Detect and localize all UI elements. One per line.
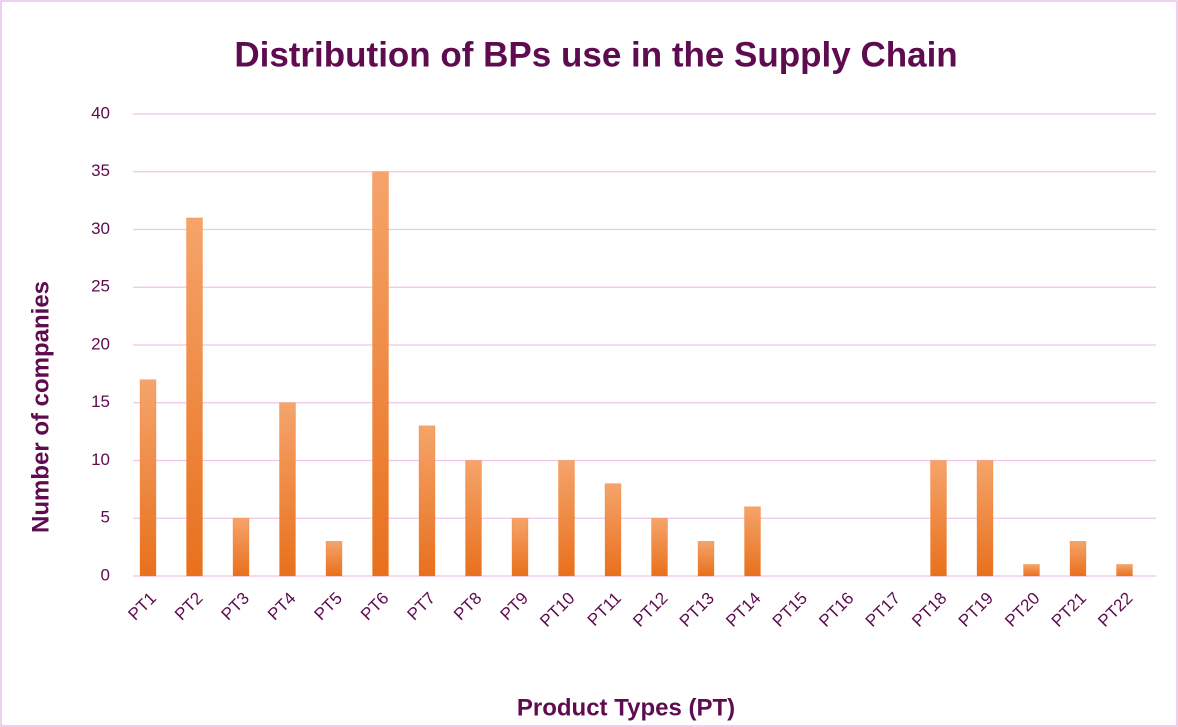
bar [651,518,668,577]
y-tick-label: 20 [91,334,110,353]
y-tick-label: 40 [91,103,110,122]
bar [558,460,575,577]
bar [744,506,761,577]
bar [511,518,529,577]
y-tick-label: 5 [101,508,110,527]
bar [372,171,389,577]
y-axis-title: Number of companies [27,281,54,533]
bar [1116,564,1133,577]
bar [604,483,622,577]
bar [279,402,296,577]
bar [232,518,250,577]
bar [139,379,157,577]
y-tick-label: 10 [91,450,110,469]
y-tick-label: 15 [91,392,110,411]
bar [930,460,947,577]
bar [697,541,715,577]
y-tick-label: 0 [101,565,110,584]
bar [186,217,203,577]
bar [465,460,482,577]
y-tick-label: 35 [91,161,110,180]
chart-title: Distribution of BPs use in the Supply Ch… [234,35,957,74]
bar [1023,564,1040,577]
y-tick-label: 30 [91,219,110,238]
bar [1069,541,1087,577]
x-axis-title: Product Types (PT) [517,694,735,721]
y-tick-label: 25 [91,277,110,296]
bar [325,541,343,577]
bar [418,425,436,577]
bar [976,460,994,577]
